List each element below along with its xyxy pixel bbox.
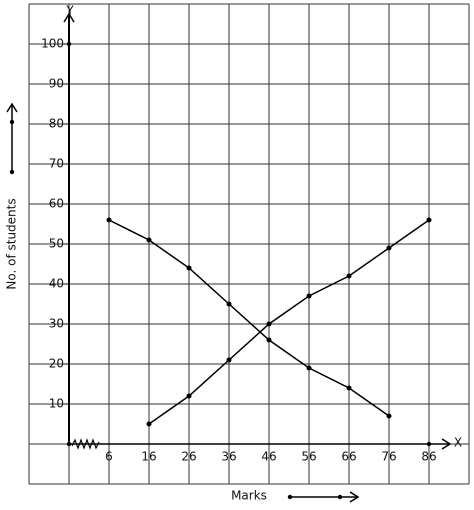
y-tick-label: 80	[49, 117, 64, 131]
y-tick-label: 40	[49, 277, 64, 291]
x-tick-label: 86	[421, 450, 436, 464]
data-point	[386, 413, 392, 419]
x-tick-label: 46	[261, 450, 276, 464]
data-point	[146, 237, 152, 243]
series-line	[148, 219, 430, 425]
data-point	[106, 217, 112, 223]
y-tick-label: 20	[49, 357, 64, 371]
decoration	[28, 3, 470, 485]
y-axis-arrow	[63, 12, 75, 23]
data-point	[186, 393, 192, 399]
data-point	[226, 301, 232, 307]
y-tick-label: 70	[49, 157, 64, 171]
y-tick-label: 10	[49, 397, 64, 411]
y-tick-label: 50	[49, 237, 64, 251]
y-axis-label: No. of students	[5, 198, 19, 289]
data-point	[186, 265, 192, 271]
data-point	[306, 365, 312, 371]
x-tick-label: 76	[381, 450, 396, 464]
x-tick-label: 56	[301, 450, 316, 464]
y-tick-label: 100	[41, 37, 64, 51]
arrow-decoration	[6, 102, 360, 503]
x-axis-arrow	[441, 438, 452, 450]
data-point	[266, 337, 272, 343]
data-point	[386, 245, 392, 251]
data-point	[426, 217, 432, 223]
data-point	[146, 421, 152, 427]
data-point	[266, 321, 272, 327]
x-tick-label: 6	[105, 450, 113, 464]
data-point	[306, 293, 312, 299]
y-tick-label: 60	[49, 197, 64, 211]
data-point	[346, 273, 352, 279]
data-point	[346, 385, 352, 391]
series-line	[108, 219, 390, 417]
x-tick-label: 36	[221, 450, 236, 464]
x-tick-label: 16	[141, 450, 156, 464]
x-tick-label: 26	[181, 450, 196, 464]
y-tick-label: 90	[49, 77, 64, 91]
x-axis-label: Marks	[231, 489, 267, 503]
arrow-dots	[9, 41, 432, 500]
y-tick-label: 30	[49, 317, 64, 331]
y-axis-name: Y	[65, 4, 74, 18]
x-tick-label: 66	[341, 450, 356, 464]
x-axis-name: X	[454, 436, 462, 450]
data-point	[226, 357, 232, 363]
